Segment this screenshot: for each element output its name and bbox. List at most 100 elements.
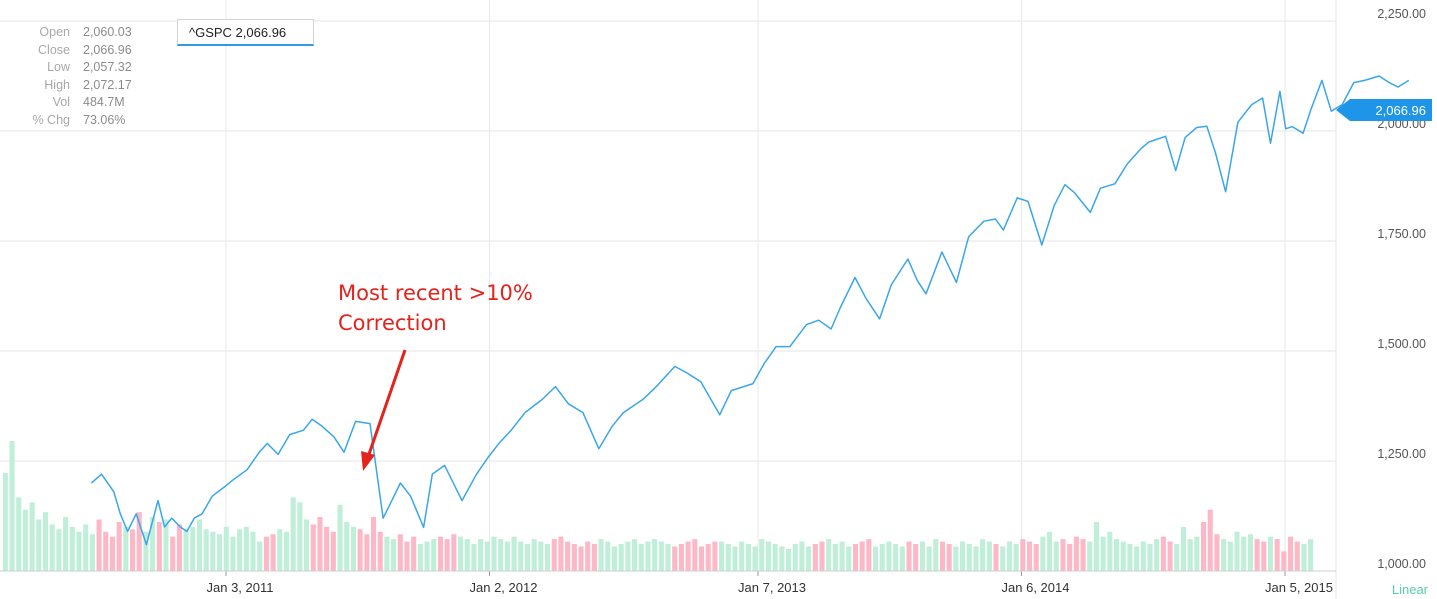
- volume-bar: [879, 544, 885, 571]
- volume-bar: [551, 539, 557, 571]
- y-tick-label: 1,250.00: [1377, 447, 1426, 461]
- volume-bar: [504, 541, 510, 571]
- volume-bar: [223, 526, 229, 571]
- volume-bar: [1006, 541, 1012, 571]
- volume-bar: [1301, 544, 1307, 571]
- volume-bar: [424, 541, 430, 571]
- volume-bar: [1120, 541, 1126, 571]
- volume-bar: [36, 519, 42, 571]
- volume-bar: [812, 544, 818, 571]
- volume-bar: [866, 539, 872, 571]
- volume-bar: [344, 521, 350, 571]
- volume-bar: [785, 548, 792, 571]
- volume-bar: [89, 534, 95, 571]
- volume-bar: [792, 544, 798, 571]
- volume-bar: [237, 529, 243, 571]
- annotation-line-2: Correction: [338, 311, 447, 335]
- volume-bar: [297, 502, 303, 571]
- volume-bar: [250, 531, 256, 571]
- volume-bar: [665, 544, 671, 571]
- volume-bar: [83, 524, 89, 571]
- volume-bar: [384, 536, 390, 571]
- volume-bar: [290, 497, 296, 571]
- volume-bar: [518, 541, 524, 571]
- volume-bar: [886, 541, 892, 571]
- ticker-tab[interactable]: ^GSPC 2,066.96: [177, 19, 314, 46]
- volume-bar: [1067, 544, 1073, 571]
- y-tick-label: 1,750.00: [1377, 227, 1426, 241]
- volume-bar: [1214, 534, 1220, 571]
- volume-bar: [337, 504, 343, 571]
- x-tick-label: Jan 6, 2014: [1002, 580, 1070, 595]
- volume-bar: [745, 544, 751, 571]
- volume-bar: [692, 539, 698, 571]
- volume-bar: [1020, 539, 1026, 571]
- scale-toggle[interactable]: Linear: [1392, 582, 1429, 597]
- volume-bar: [437, 536, 443, 571]
- volume-bar: [1033, 544, 1039, 571]
- volume-bar: [1207, 509, 1213, 571]
- volume-bar: [370, 517, 377, 571]
- volume-bar: [939, 541, 946, 571]
- volume-bar: [478, 539, 484, 571]
- volume-bar: [391, 539, 397, 571]
- volume-bar: [638, 544, 644, 571]
- volume-bar: [558, 536, 564, 571]
- volume-bar: [136, 512, 142, 571]
- quote-label: Vol: [52, 95, 70, 110]
- volume-bar: [1127, 544, 1133, 571]
- volume-bar: [946, 544, 952, 571]
- volume-bar: [1060, 539, 1066, 571]
- quote-value: 484.7M: [83, 95, 125, 110]
- volume-bar: [324, 526, 330, 571]
- volume-bar: [196, 519, 203, 571]
- volume-bar: [585, 541, 591, 571]
- volume-bar: [1093, 521, 1099, 571]
- volume-bar: [16, 497, 22, 571]
- volume-bar: [257, 541, 263, 571]
- volume-bar: [524, 544, 531, 571]
- volume-bar: [431, 539, 437, 571]
- volume-bar: [76, 531, 82, 571]
- volume-bar: [531, 539, 537, 571]
- volume-bar: [22, 509, 28, 571]
- volume-bar: [190, 526, 196, 571]
- volume-bar: [618, 544, 624, 571]
- volume-bar: [652, 539, 658, 571]
- volume-bar: [852, 544, 859, 571]
- volume-bar: [283, 531, 290, 571]
- volume-bar: [545, 544, 551, 571]
- volume-bar: [1234, 531, 1240, 571]
- volume-bar: [899, 546, 905, 571]
- volume-bar: [123, 526, 129, 571]
- volume-bar: [230, 536, 236, 571]
- y-tick-label: 2,250.00: [1377, 7, 1426, 21]
- quote-value: 2,060.03: [83, 25, 132, 39]
- volume-bar: [980, 539, 986, 571]
- volume-bar: [317, 517, 323, 571]
- volume-bar: [304, 519, 310, 571]
- price-line: [90, 75, 1410, 546]
- volume-bar: [444, 539, 450, 571]
- volume-bar: [203, 529, 209, 571]
- volume-bar: [1047, 531, 1053, 571]
- volume-bar: [759, 539, 765, 571]
- quote-panel: Open 2,060.03 Close 2,066.96 Low 2,057.3…: [10, 24, 132, 130]
- volume-bar: [538, 541, 544, 571]
- volume-bar: [109, 536, 115, 571]
- volume-bar: [1026, 541, 1033, 571]
- volume-bar: [417, 544, 423, 571]
- volume-bar: [752, 546, 758, 571]
- volume-bar: [685, 541, 691, 571]
- volume-bar: [986, 541, 992, 571]
- volume-bar: [350, 526, 356, 571]
- volume-bar: [63, 517, 69, 571]
- quote-row-open: Open 2,060.03: [10, 24, 132, 42]
- volume-bar: [170, 536, 176, 571]
- volume-bar: [1154, 539, 1160, 571]
- volume-bar: [377, 531, 383, 571]
- volume-bar: [1140, 541, 1146, 571]
- volume-bar: [765, 541, 771, 571]
- volume-bar: [143, 531, 149, 571]
- volume-bar: [712, 541, 718, 571]
